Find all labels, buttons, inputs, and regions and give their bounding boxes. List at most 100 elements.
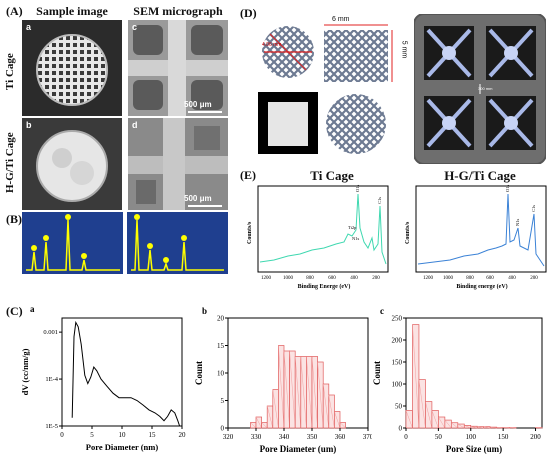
chart-b-bar-hatch [328,394,335,429]
hg-ti-cage-disc [36,130,108,202]
xps-line-hg [417,193,545,267]
panel-d-label: (D) [240,6,257,20]
chart-c-ytick-label: 150 [392,359,403,367]
chart-c-bar-hatch [477,426,484,429]
chart-c-ytick-label: 0 [399,425,403,433]
chart-c-xlabel: Pore Size (um) [446,444,502,454]
peak-ti2p: Ti2p [348,225,357,230]
chart-a-series-line [71,320,181,427]
sem-ti-cage: c 500 μm [128,20,228,116]
dim-6mm: 6 mm [332,16,350,23]
chart-c-ytick-label: 50 [395,403,403,411]
chart-b-bar-hatch [289,350,296,429]
chart-b-bar-hatch [266,405,274,429]
chart-a-ytick-label: 1E-4 [45,376,58,383]
eds-spectra [22,212,228,274]
chart-b-bar-hatch [334,411,341,429]
unit-cell-panel [414,14,546,164]
chart-b-ytick-label: 10 [217,370,225,378]
svg-text:600: 600 [328,276,336,281]
chart-pore-diameter-um: b 320 330 340 350 360 370 0 5 10 15 20 Pore Diameter… [194,306,372,454]
chart-c-xtick-label: 100 [466,433,477,441]
chart-b-xtick-label: 350 [307,433,318,441]
peak-o1s-hg: O1s [505,185,510,192]
chart-pore-distribution-nm: a 0 5 10 15 20 1E-5 1E-4 0.001 Pore Diameter (nm)… [20,306,187,452]
peak-n1s-ti: N1s [352,236,359,241]
xps-title-ti: Ti Cage [310,168,354,183]
panel-c-label: (C) [6,304,23,318]
chart-b-ylabel: Count [194,361,204,385]
chart-b-bar-hatch [339,422,346,429]
chart-c-bar-hatch [418,379,426,429]
svg-text:1200: 1200 [423,276,434,281]
chart-b-xtick-label: 360 [335,433,346,441]
chart-c-bar-hatch [438,416,446,429]
chart-a-ytick-label: 1E-5 [45,423,58,430]
chart-b-xtick-label: 330 [251,433,262,441]
xps-ylabel-hg: Counts/s [405,221,411,244]
eds-spectrum-hg [127,212,228,274]
svg-text:400: 400 [508,276,516,281]
svg-text:1200: 1200 [261,276,272,281]
chart-b-xtick-label: 320 [223,433,234,441]
iso-view [326,94,386,154]
chart-c-bar-hatch [412,324,420,429]
chart-c-sublabel: c [380,306,384,316]
chart-b-bar-hatch [311,356,318,429]
scalebar-d [188,205,222,207]
panel-e-label: (E) [240,168,256,182]
photo-hg-ti-cage: b [22,118,122,210]
chart-b-bar-hatch [294,356,302,429]
xps-xlabel-ti: Binding Energe (eV) [298,283,351,290]
scalebar-c [188,111,222,113]
chart-c-ytick-label: 250 [392,315,403,323]
chart-a-xtick-label: 10 [119,431,127,439]
svg-text:200: 200 [372,276,380,281]
chart-b-bar-hatch [317,361,324,429]
chart-c-bar-hatch [444,419,452,429]
photo-ti-cage: a [22,20,122,116]
panel-b-label: (B) [6,212,22,226]
xps-spectra: 1200 1000 800 600 400 200 Binding Energe (eV)… [247,185,547,290]
dim-300mm: 300 mm [478,86,493,91]
svg-text:800: 800 [306,276,314,281]
chart-c-bar-hatch [470,425,478,429]
sublabel-c: c [132,22,138,32]
chart-b-ytick-label: 5 [221,397,225,405]
chart-a-xtick-label: 0 [60,431,64,439]
dim-406mm: 4.06 mm [262,42,282,48]
xps-title-hg: H-G/Ti Cage [444,168,516,183]
svg-text:400: 400 [350,276,358,281]
chart-a-xtick-label: 20 [179,431,187,439]
svg-text:1000: 1000 [443,276,454,281]
chart-b-xlabel: Pore Diameter (um) [260,444,337,454]
peak-n1s-hg: N1s [515,219,520,226]
chart-a-xtick-label: 15 [149,431,157,439]
ti-cage-disc [36,34,108,106]
svg-text:800: 800 [466,276,474,281]
sem-lattice-d [128,118,228,210]
chart-b-bar-hatch [255,416,262,429]
chart-c-ytick-label: 200 [392,337,403,345]
peak-c1s-hg: C1s [531,205,536,212]
panel-a-label: (A) [6,4,23,18]
chart-b-ytick-label: 0 [221,425,225,433]
sem-header: SEM micrograph [133,4,223,18]
dim-5mm: 5 mm [400,40,408,59]
peak-o1s-ti: O1s [355,185,360,192]
chart-c-bar-hatch [464,425,471,429]
chart-b-bar-hatch [306,356,313,429]
chart-a-ylabel: dV (cc/nm/g) [20,348,30,395]
sublabel-a: a [26,22,32,32]
chart-b-bar-hatch [322,383,330,429]
chart-a-sublabel: a [30,306,35,314]
chart-b-bar-hatch [250,422,257,429]
row-label-ti: Ti Cage [4,53,16,90]
chart-c-ytick-label: 100 [392,381,403,389]
chart-a-frame [61,317,183,427]
sublabel-d: d [132,120,138,130]
chart-b-xtick-label: 340 [279,433,290,441]
chart-b-ytick-label: 15 [217,342,225,350]
chart-a-xlabel: Pore Diameter (nm) [86,442,159,452]
chart-c-bar-hatch [490,426,497,429]
